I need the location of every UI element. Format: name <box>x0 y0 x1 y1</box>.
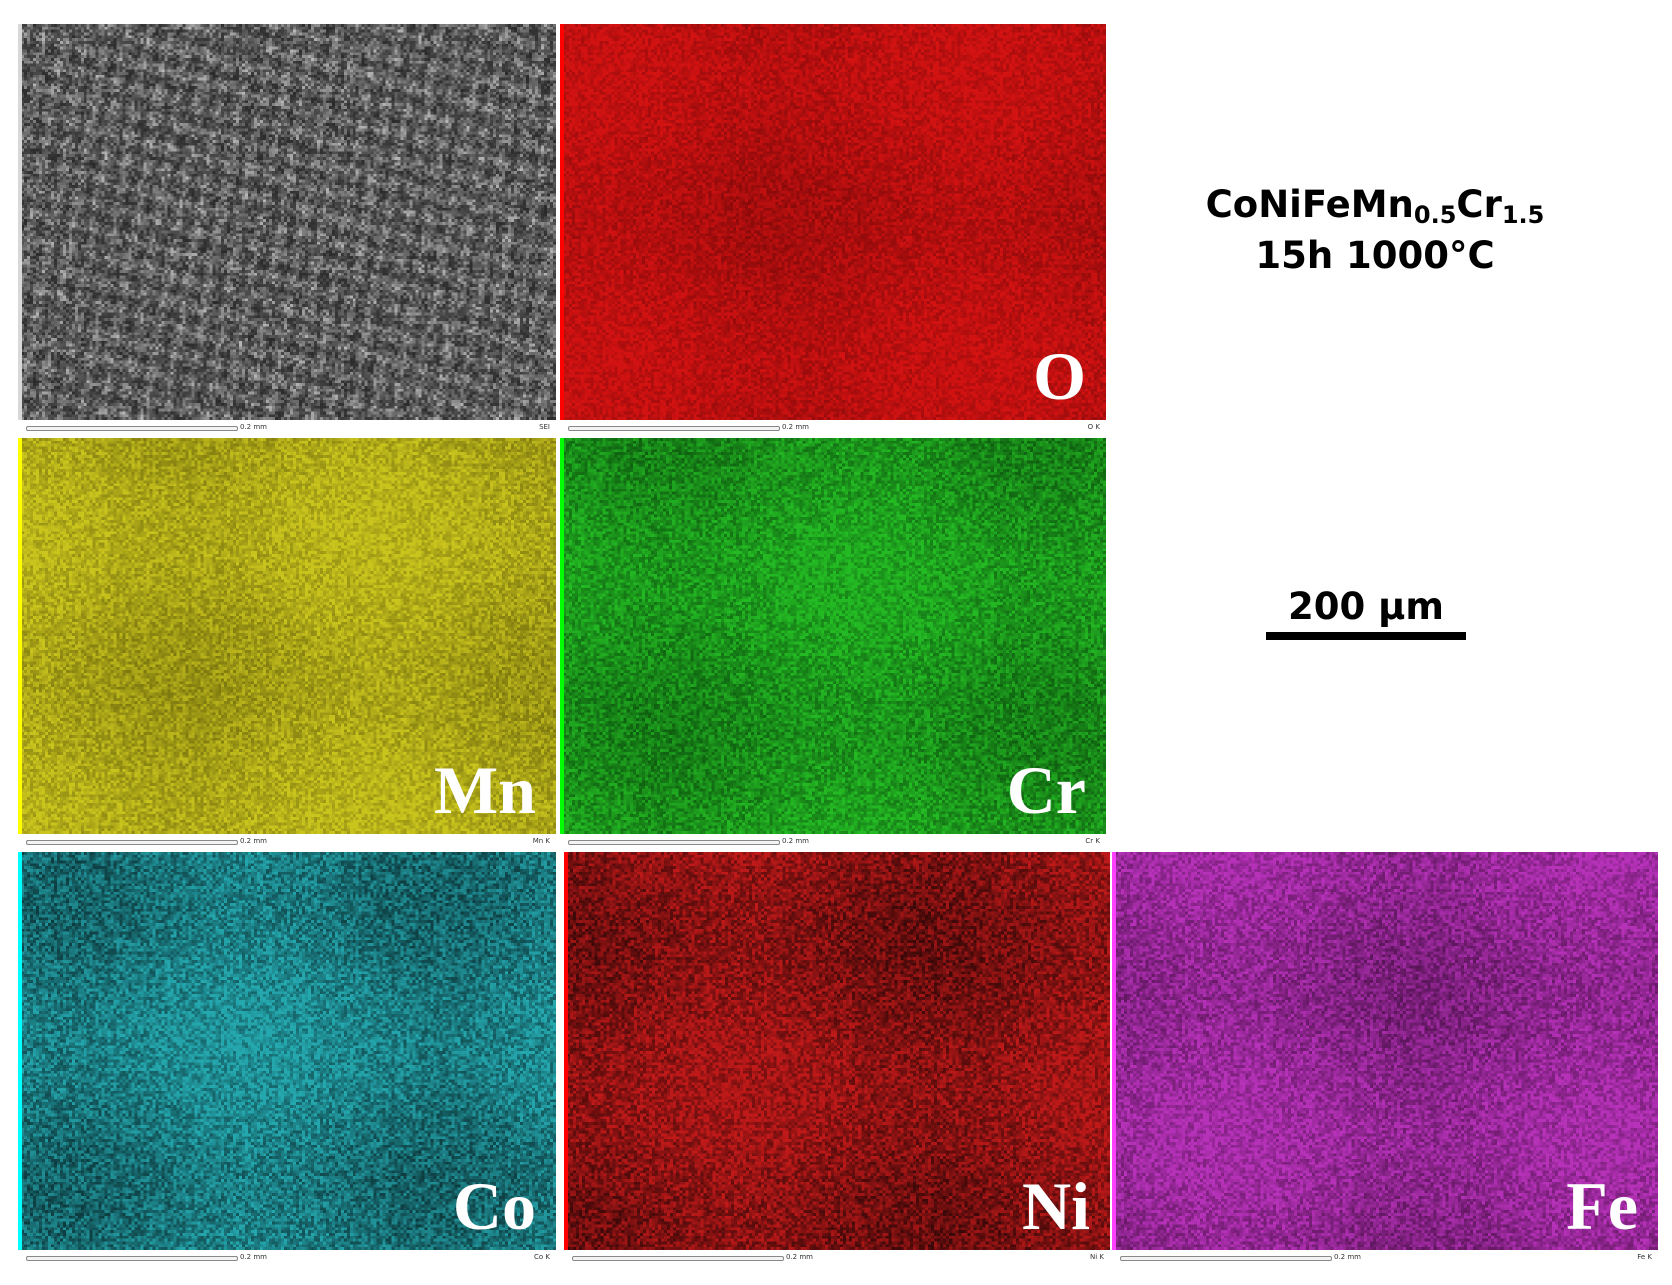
mn-map <box>18 438 556 834</box>
signal-text: Fe K <box>1637 1253 1652 1261</box>
condition-text: 15h 1000°C <box>1255 234 1495 278</box>
element-label: Mn <box>434 752 536 828</box>
info-strip: 0.2 mm Co K <box>18 1250 556 1266</box>
mini-scale-bar <box>572 1256 784 1261</box>
element-label: O <box>1033 338 1086 414</box>
scale-bar-line <box>1266 632 1466 640</box>
panel-co: Co 0.2 mm Co K <box>18 852 556 1266</box>
info-strip: 0.2 mm Mn K <box>18 834 556 850</box>
formula-subscript: 0.5 <box>1413 201 1457 229</box>
formula-subscript: 1.5 <box>1501 201 1545 229</box>
scale-bar-label: 200 µm <box>1288 585 1444 628</box>
fe-map <box>1112 852 1658 1250</box>
panel-edge <box>18 438 22 834</box>
scale-bar-legend: 200 µm <box>1266 585 1466 640</box>
mini-scale-text: 0.2 mm <box>782 423 809 431</box>
info-strip: 0.2 mm SEI <box>18 420 556 436</box>
panel-edge <box>18 852 22 1250</box>
info-strip: 0.2 mm Ni K <box>564 1250 1110 1266</box>
signal-text: Co K <box>534 1253 550 1261</box>
mini-scale-bar <box>1120 1256 1332 1261</box>
element-label: Cr <box>1006 752 1086 828</box>
mini-scale-bar <box>568 426 780 431</box>
panel-ni: Ni 0.2 mm Ni K <box>564 852 1110 1266</box>
mini-scale-text: 0.2 mm <box>1334 1253 1361 1261</box>
signal-text: O K <box>1087 423 1100 431</box>
info-strip: 0.2 mm Fe K <box>1112 1250 1658 1266</box>
mini-scale-bar <box>26 1256 238 1261</box>
mini-scale-bar <box>26 426 238 431</box>
ni-map <box>564 852 1110 1250</box>
panel-mn: Mn 0.2 mm Mn K <box>18 438 556 850</box>
mini-scale-text: 0.2 mm <box>240 837 267 845</box>
sei-image <box>18 24 556 420</box>
signal-text: Ni K <box>1090 1253 1104 1261</box>
composition-formula: CoNiFeMn0.5Cr1.5 <box>1160 180 1590 231</box>
element-label: Fe <box>1566 1168 1638 1244</box>
sample-title: CoNiFeMn0.5Cr1.5 15h 1000°C <box>1160 180 1590 281</box>
mini-scale-text: 0.2 mm <box>240 423 267 431</box>
panel-edge <box>560 24 564 420</box>
panel-edge <box>18 24 22 420</box>
element-label: Ni <box>1022 1168 1090 1244</box>
cr-map <box>560 438 1106 834</box>
panel-fe: Fe 0.2 mm Fe K <box>1112 852 1658 1266</box>
element-label: Co <box>452 1168 536 1244</box>
panel-edge <box>564 852 568 1250</box>
mini-scale-bar <box>568 840 780 845</box>
mini-scale-text: 0.2 mm <box>240 1253 267 1261</box>
info-strip: 0.2 mm O K <box>560 420 1106 436</box>
co-map <box>18 852 556 1250</box>
signal-text: Cr K <box>1085 837 1100 845</box>
signal-text: Mn K <box>532 837 550 845</box>
panel-edge <box>560 438 564 834</box>
signal-text: SEI <box>539 423 550 431</box>
mini-scale-bar <box>26 840 238 845</box>
panel-edge <box>1112 852 1116 1250</box>
mini-scale-text: 0.2 mm <box>786 1253 813 1261</box>
mini-scale-text: 0.2 mm <box>782 837 809 845</box>
formula-part: CoNiFeMn <box>1205 183 1414 226</box>
o-map <box>560 24 1106 420</box>
formula-part: Cr <box>1456 183 1502 226</box>
panel-cr: Cr 0.2 mm Cr K <box>560 438 1106 850</box>
info-strip: 0.2 mm Cr K <box>560 834 1106 850</box>
panel-o: O 0.2 mm O K <box>560 24 1106 436</box>
panel-sei: 0.2 mm SEI <box>18 24 556 436</box>
